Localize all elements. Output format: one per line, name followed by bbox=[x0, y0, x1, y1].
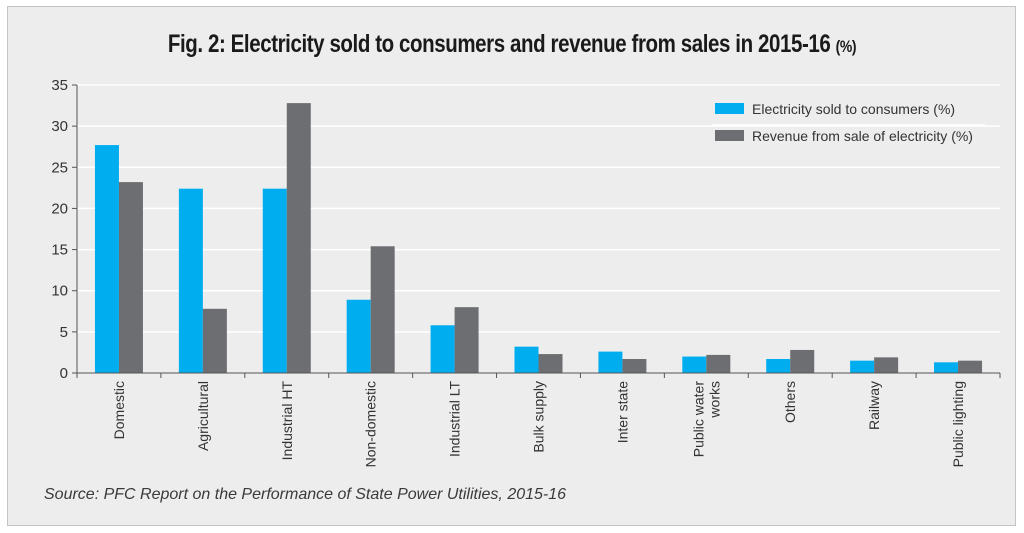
y-tick-label: 10 bbox=[51, 283, 68, 300]
bars bbox=[94, 103, 983, 374]
y-tick-label: 35 bbox=[51, 77, 68, 94]
bar-revenue bbox=[202, 308, 227, 373]
bar-revenue bbox=[370, 246, 395, 373]
gridlines bbox=[77, 84, 1000, 333]
bar-revenue bbox=[622, 359, 647, 373]
axes bbox=[72, 84, 1001, 378]
x-category-label: Industrial LT bbox=[447, 381, 463, 457]
bar-revenue bbox=[958, 360, 983, 373]
bar-electricity-sold bbox=[346, 299, 371, 373]
y-tick-label: 5 bbox=[60, 324, 68, 341]
bar-electricity-sold bbox=[766, 359, 791, 373]
y-tick-label: 25 bbox=[51, 159, 68, 176]
x-category-label: Agricultural bbox=[195, 381, 211, 451]
x-category-label: Bulk supply bbox=[531, 381, 547, 453]
x-category-labels: Domestic Agricultural Industrial HT Non-dom… bbox=[111, 381, 966, 468]
chart-frame bbox=[7, 6, 1016, 526]
x-category-label: Industrial HT bbox=[279, 381, 295, 461]
bar-revenue bbox=[118, 182, 143, 373]
x-category-label: Inter state bbox=[614, 381, 630, 443]
bar-revenue bbox=[454, 307, 479, 373]
x-category-label: Domestic bbox=[111, 381, 127, 439]
bar-electricity-sold bbox=[934, 362, 959, 373]
bar-revenue bbox=[790, 349, 815, 373]
bar-revenue bbox=[706, 354, 731, 373]
chart-title-main: Fig. 2: Electricity sold to consumers an… bbox=[167, 30, 831, 58]
chart-title: Fig. 2: Electricity sold to consumers an… bbox=[92, 30, 932, 59]
bar-revenue bbox=[874, 357, 899, 373]
x-category-label: works bbox=[706, 381, 722, 419]
x-category-label: Non-domestic bbox=[363, 381, 379, 467]
source-note: Source: PFC Report on the Performance of… bbox=[44, 486, 567, 503]
bar-electricity-sold bbox=[850, 360, 875, 373]
bar-electricity-sold bbox=[178, 188, 203, 373]
chart-title-suffix: (%) bbox=[835, 37, 857, 56]
y-tick-label: 0 bbox=[60, 365, 68, 382]
bar-electricity-sold bbox=[514, 346, 539, 373]
y-tick-label: 15 bbox=[51, 242, 68, 259]
bar-electricity-sold bbox=[94, 145, 119, 373]
x-category-label: Public water bbox=[690, 381, 706, 458]
legend-label: Electricity sold to consumers (%) bbox=[752, 101, 955, 117]
y-tick-label: 20 bbox=[51, 200, 68, 217]
y-tick-label: 30 bbox=[51, 118, 68, 135]
bar-revenue bbox=[538, 354, 563, 373]
legend-swatch bbox=[715, 130, 744, 141]
legend-label: Revenue from sale of electricity (%) bbox=[752, 128, 973, 144]
legend: Electricity sold to consumers (%) Revenue… bbox=[712, 101, 985, 144]
x-category-label: Railway bbox=[866, 381, 882, 430]
y-tick-labels: 0 5 10 15 20 25 30 35 bbox=[51, 77, 68, 382]
x-category-label: Public lighting bbox=[950, 381, 966, 467]
bar-electricity-sold bbox=[262, 188, 287, 373]
bar-revenue bbox=[286, 103, 311, 374]
legend-swatch bbox=[715, 103, 744, 114]
bar-electricity-sold bbox=[430, 325, 455, 373]
x-category-label: Others bbox=[782, 381, 798, 423]
bar-electricity-sold bbox=[598, 351, 623, 373]
bar-electricity-sold bbox=[682, 356, 707, 373]
